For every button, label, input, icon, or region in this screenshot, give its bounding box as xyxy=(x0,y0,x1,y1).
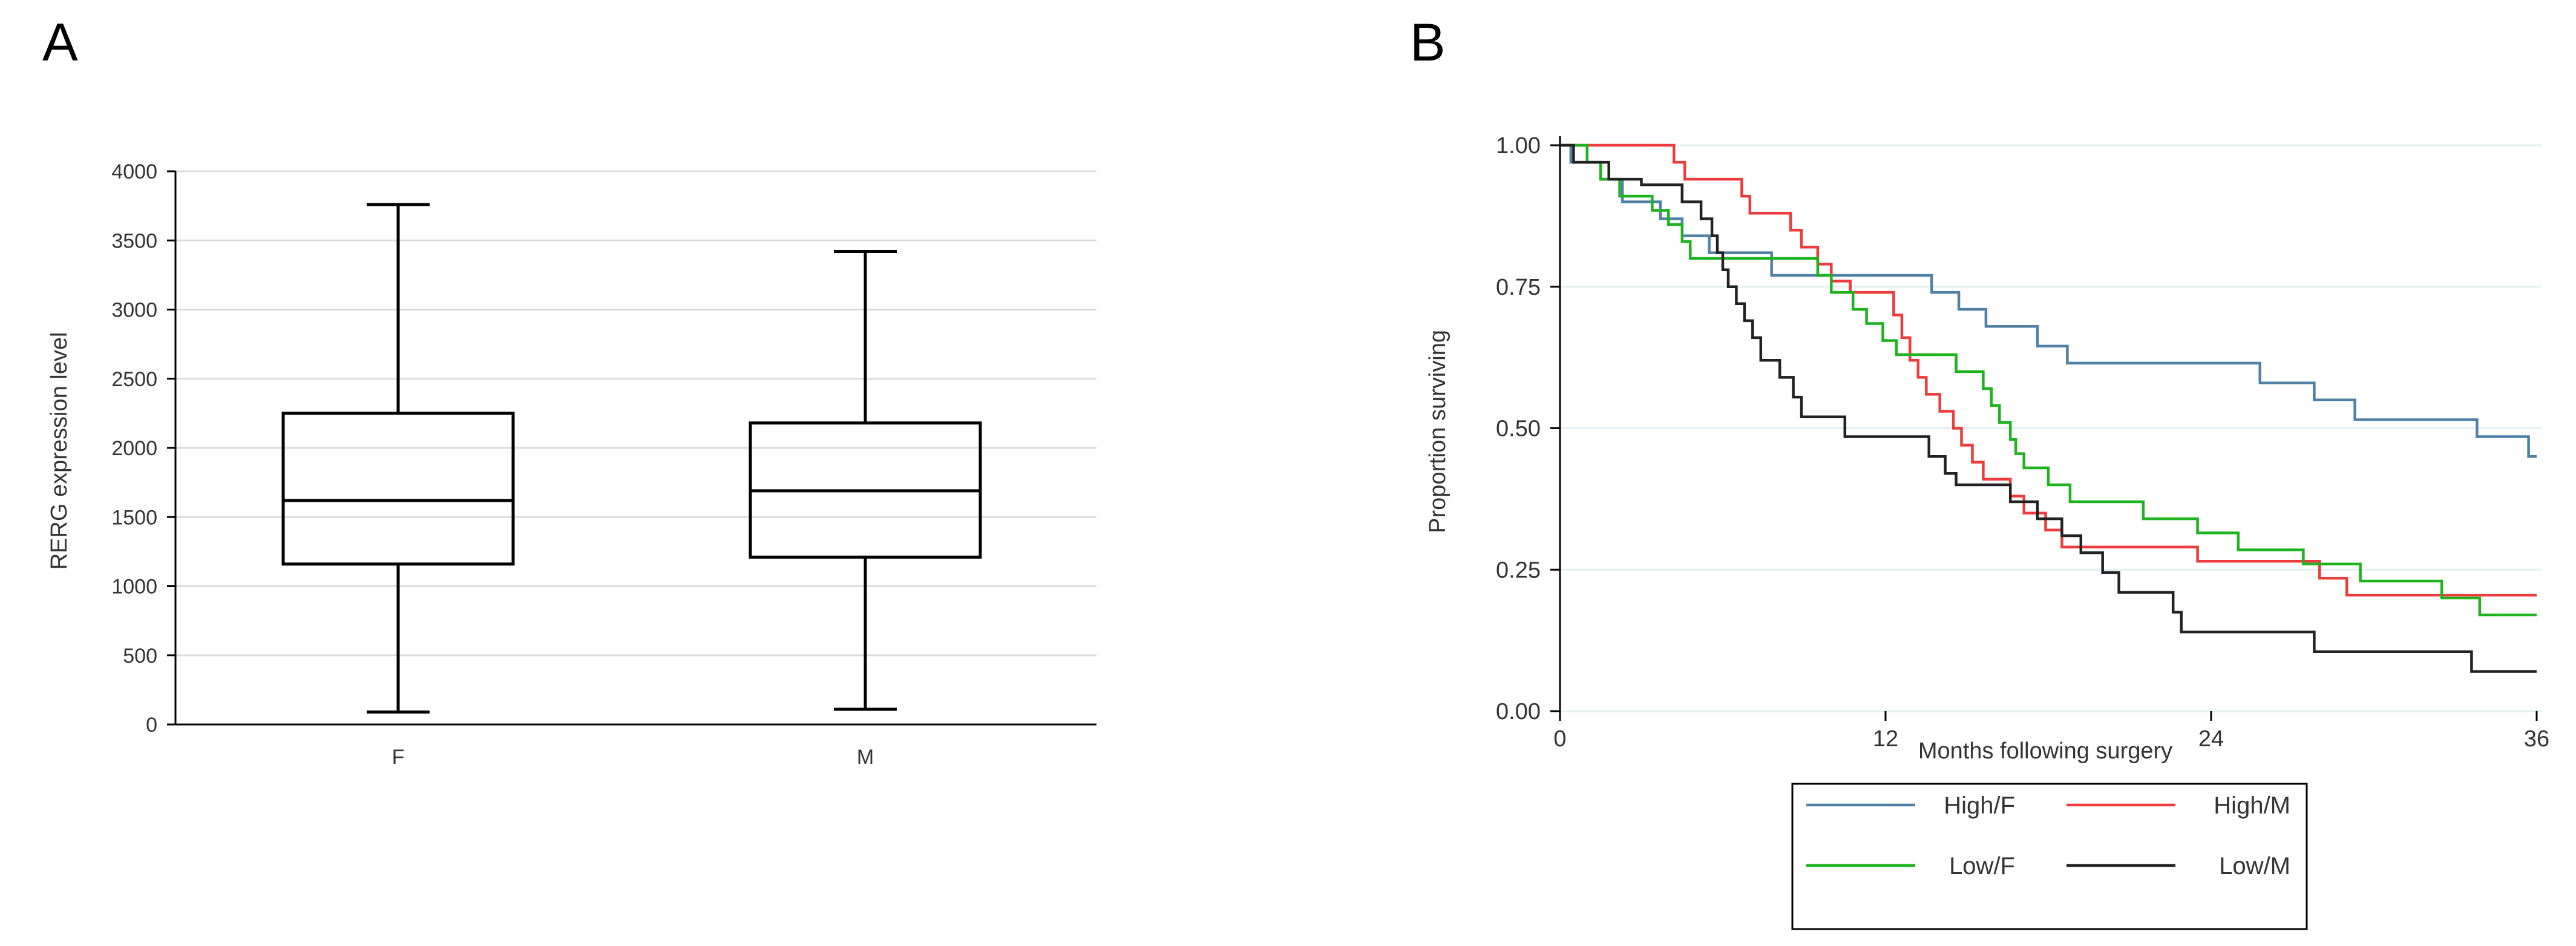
legend-item-high-m: High/M xyxy=(2066,792,2290,819)
panel-b-x-tick-label: 24 xyxy=(2198,726,2224,752)
panel-a-y-tick-label: 500 xyxy=(123,645,157,668)
panel-b-y-tick-label: 0.00 xyxy=(1496,699,1541,724)
panel-a-x-tick-label: M xyxy=(857,746,874,769)
panel-a-y-tick-label: 1000 xyxy=(111,576,157,599)
panel-b-gridlines xyxy=(1560,144,2542,712)
panel-a-y-tick-label: 2000 xyxy=(111,437,157,460)
panel-b-letter: B xyxy=(1410,12,1446,72)
panel-a-y-tick-label: 0 xyxy=(146,714,157,737)
panel-b-y-ticks: 0.00 0.25 0.50 0.75 1.00 xyxy=(1496,133,1560,724)
panel-a-y-ticks: 0 500 1000 1500 2000 2500 3000 3500 4000 xyxy=(111,160,175,737)
panel-b-survival-curves xyxy=(1560,143,2537,673)
box-iqr xyxy=(281,412,515,566)
panel-b-y-tick-label: 0.75 xyxy=(1496,275,1541,300)
panel-b-x-tick-label: 36 xyxy=(2524,726,2549,752)
legend-label: High/M xyxy=(2214,792,2290,819)
panel-b-y-tick-label: 0.50 xyxy=(1496,416,1541,442)
survival-curve-high-m xyxy=(1560,143,2537,597)
legend-item-high-f: High/F xyxy=(1806,792,2015,819)
legend-label: High/F xyxy=(1944,792,2015,819)
panel-a-y-tick-label: 1500 xyxy=(111,506,157,529)
panel-b-legend: High/F High/M Low/F Low/M xyxy=(1791,783,2308,930)
box-m xyxy=(749,250,982,711)
panel-b-y-axis-title: Proportion surviving xyxy=(1425,330,1450,533)
legend-label: Low/M xyxy=(2219,853,2290,879)
panel-b-y-tick-label: 1.00 xyxy=(1496,133,1541,159)
legend-item-low-f: Low/F xyxy=(1806,853,2015,879)
panel-b-x-axis-title: Months following surgery xyxy=(1918,738,2172,764)
legend-label: Low/F xyxy=(1949,853,2015,879)
panel-b-x-tick-label: 0 xyxy=(1553,726,1566,752)
panel-a-y-axis-title: RERG expression level xyxy=(47,332,72,570)
panel-a-letter: A xyxy=(42,12,78,72)
panel-a-y-tick-label: 3000 xyxy=(111,299,157,322)
survival-curve-high-f xyxy=(1560,143,2537,458)
panel-a-y-tick-label: 2500 xyxy=(111,368,157,391)
panel-b-x-tick-label: 12 xyxy=(1873,726,1898,752)
legend-frame xyxy=(1791,783,2308,930)
panel-a-boxes xyxy=(281,203,982,714)
panel-a-gridlines xyxy=(175,170,1096,657)
panel-b-y-tick-label: 0.25 xyxy=(1496,557,1541,583)
panel-a-y-tick-label: 4000 xyxy=(111,160,157,183)
panel-b: B 0.00 0.25 0.50 0.75 1.00 0 12 24 36 Months fo… xyxy=(1410,12,2549,930)
survival-curve-low-f xyxy=(1560,143,2537,617)
panel-b-x-ticks: 0 12 24 36 xyxy=(1553,711,2549,752)
panel-a-x-tick-label: F xyxy=(392,746,405,769)
survival-curve-low-m xyxy=(1560,143,2537,673)
panel-a-y-tick-label: 3500 xyxy=(111,229,157,252)
legend-item-low-m: Low/M xyxy=(2066,853,2290,879)
box-f xyxy=(281,203,515,714)
